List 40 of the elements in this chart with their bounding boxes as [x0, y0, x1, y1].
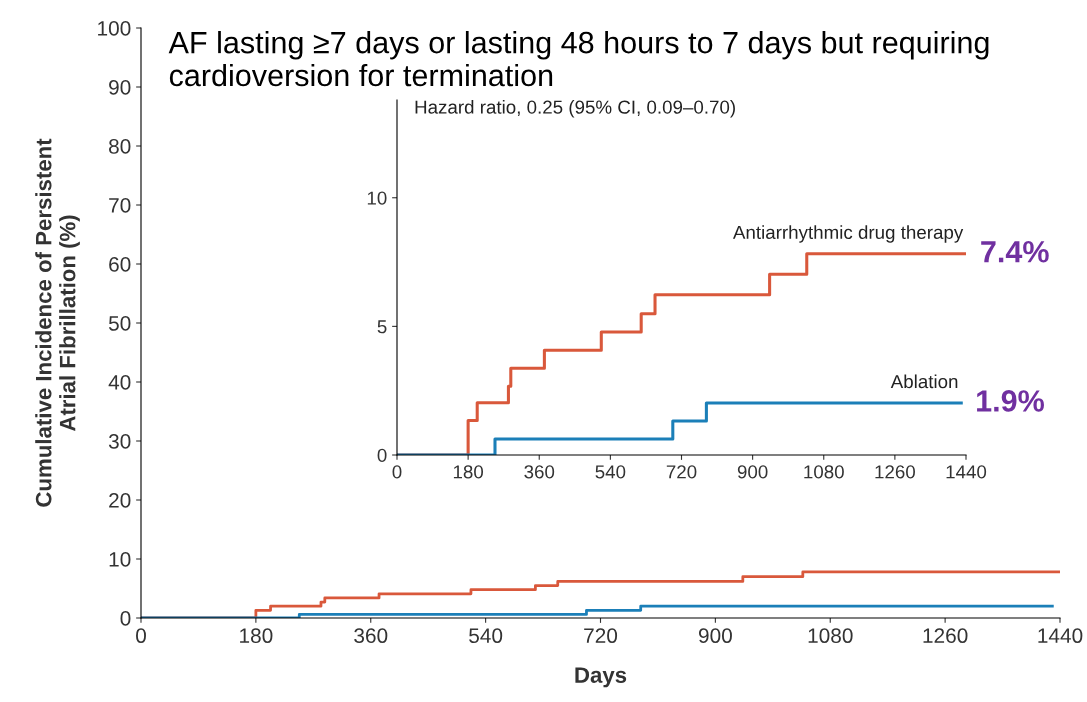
x-tick-label: 540	[469, 628, 503, 644]
x-tick-label: 180	[240, 628, 273, 644]
y-tick-label: 60	[109, 257, 131, 272]
y-tick-label: 10	[367, 191, 387, 205]
x-tick-label: 900	[698, 628, 732, 644]
series-label: Ablation	[890, 374, 958, 389]
y-tick-label: 5	[377, 320, 387, 334]
x-tick-label: 360	[354, 628, 388, 644]
series-label: Antiarrhythmic drug therapy	[732, 225, 964, 243]
y-tick-label: 80	[109, 139, 131, 154]
x-tick-label: 540	[595, 465, 626, 479]
x-tick-label: 900	[737, 465, 768, 479]
y-tick-label: 30	[108, 434, 131, 449]
y-tick-label: 100	[98, 21, 131, 36]
y-tick-label: 90	[109, 80, 131, 95]
y-axis-title: Cumulative Incidence of Persistent Atrial Fibrillation (%)	[35, 138, 80, 507]
x-tick-label: 1440	[946, 465, 987, 479]
x-tick-label: 720	[584, 628, 618, 644]
y-tick-label: 50	[108, 316, 131, 331]
x-axis-title: Days	[575, 667, 627, 688]
y-tick-label: 0	[120, 611, 131, 626]
x-tick-label: 180	[453, 465, 484, 479]
y-tick-label: 40	[108, 375, 131, 390]
text: AF lasting ≥7 days or lasting 48 hours to 7 days but requiring cardioversion for termination	[168, 30, 989, 87]
x-tick-label: 1080	[804, 465, 844, 479]
x-tick-label: 1080	[808, 628, 853, 644]
annotation: 1.9%	[977, 390, 1044, 412]
x-tick-label: 1440	[1038, 628, 1083, 644]
x-tick-label: 0	[392, 465, 402, 479]
y-tick-label: 70	[109, 198, 131, 213]
x-tick-label: 0	[136, 628, 146, 644]
x-tick-label: 1260	[923, 628, 968, 644]
x-tick-label: 360	[524, 465, 555, 479]
y-tick-label: 0	[377, 448, 387, 462]
annotation: Hazard ratio, 0.25 (95% CI, 0.09–0.70)	[415, 100, 735, 118]
x-tick-label: 1260	[875, 465, 915, 479]
y-tick-label: 20	[109, 493, 131, 508]
annotation: 7.4%	[981, 240, 1049, 263]
y-tick-label: 10	[109, 552, 131, 567]
x-tick-label: 720	[666, 465, 697, 479]
